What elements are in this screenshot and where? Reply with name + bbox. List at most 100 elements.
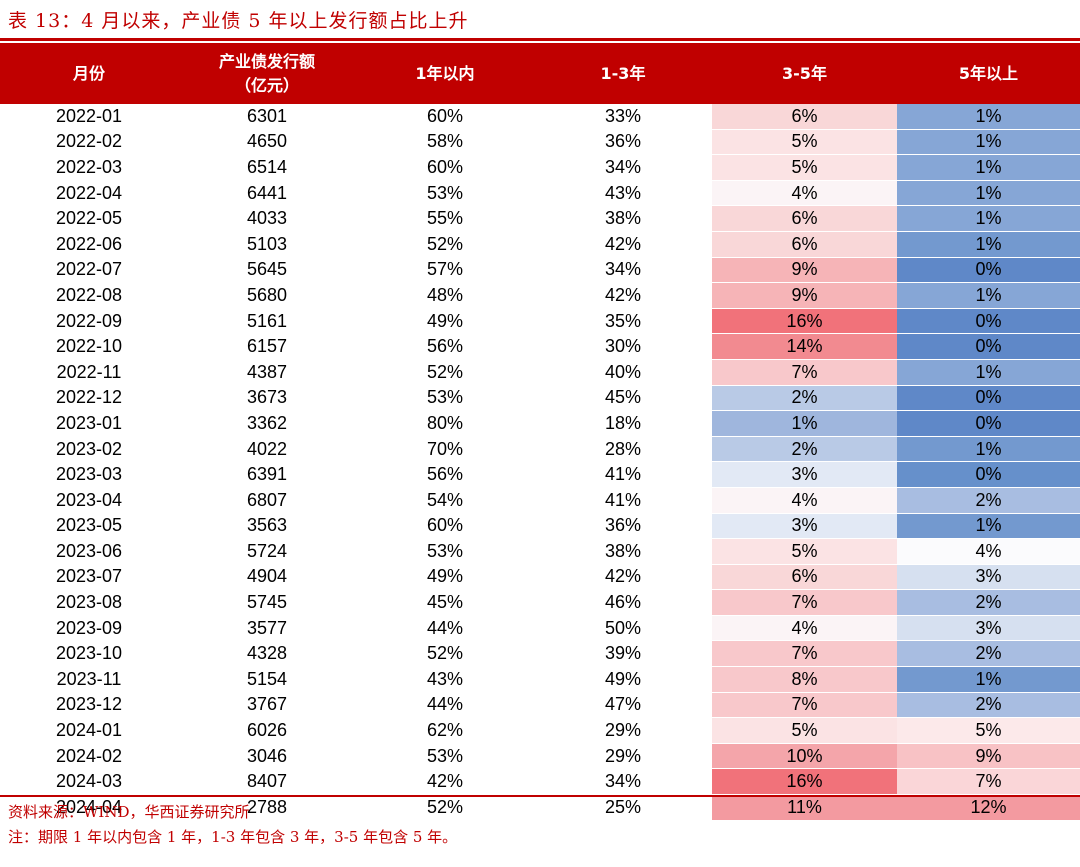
3-5y-cell: 7% (712, 692, 897, 719)
table-row: 2023-04 6807 54% 41% 4% 2% (0, 487, 1080, 514)
issuance-cell: 3563 (178, 513, 356, 540)
within-1y-cell: 54% (356, 487, 534, 514)
3-5y-cell: 7% (712, 359, 897, 386)
1-3y-cell: 40% (534, 359, 712, 386)
3-5y-cell: 16% (712, 768, 897, 796)
1-3y-cell: 42% (534, 231, 712, 258)
3-5y-cell: 9% (712, 257, 897, 284)
over-5y-cell: 9% (897, 743, 1080, 770)
issuance-cell: 5645 (178, 257, 356, 284)
within-1y-cell: 44% (356, 692, 534, 719)
table-row: 2024-03 8407 42% 34% 16% 7% (0, 768, 1080, 796)
within-1y-cell: 56% (356, 461, 534, 488)
1-3y-cell: 38% (534, 205, 712, 232)
3-5y-cell: 9% (712, 282, 897, 309)
3-5y-cell: 2% (712, 385, 897, 412)
within-1y-cell: 60% (356, 154, 534, 181)
over-5y-cell: 0% (897, 385, 1080, 412)
1-3y-cell: 38% (534, 538, 712, 565)
1-3y-cell: 47% (534, 692, 712, 719)
issuance-cell: 4387 (178, 359, 356, 386)
issuance-cell: 3767 (178, 692, 356, 719)
over-5y-cell: 1% (897, 231, 1080, 258)
header-1-3y: 1-3年 (534, 43, 712, 104)
month-cell: 2023-02 (0, 436, 178, 463)
header-issuance: 产业债发行额 （亿元） (178, 43, 356, 104)
issuance-cell: 5745 (178, 589, 356, 616)
table-row: 2022-04 6441 53% 43% 4% 1% (0, 180, 1080, 207)
3-5y-cell: 4% (712, 615, 897, 642)
1-3y-cell: 34% (534, 154, 712, 181)
within-1y-cell: 60% (356, 104, 534, 130)
month-cell: 2024-04 (0, 794, 178, 821)
over-5y-cell: 2% (897, 692, 1080, 719)
header-3-5y: 3-5年 (712, 43, 897, 104)
month-cell: 2023-11 (0, 666, 178, 693)
issuance-cell: 4033 (178, 205, 356, 232)
3-5y-cell: 7% (712, 589, 897, 616)
over-5y-cell: 1% (897, 436, 1080, 463)
over-5y-cell: 7% (897, 768, 1080, 796)
month-cell: 2022-11 (0, 359, 178, 386)
over-5y-cell: 3% (897, 615, 1080, 642)
within-1y-cell: 53% (356, 180, 534, 207)
table-body: 2022-01 6301 60% 33% 6% 1% 2022-02 4650 58% 36% 5%… (0, 104, 1080, 821)
3-5y-cell: 6% (712, 104, 897, 130)
1-3y-cell: 42% (534, 564, 712, 591)
over-5y-cell: 1% (897, 513, 1080, 540)
table-row: 2023-03 6391 56% 41% 3% 0% (0, 461, 1080, 488)
month-cell: 2022-07 (0, 257, 178, 284)
header-month: 月份 (0, 43, 178, 104)
issuance-cell: 8407 (178, 768, 356, 796)
issuance-cell: 5680 (178, 282, 356, 309)
table-row: 2022-06 5103 52% 42% 6% 1% (0, 231, 1080, 258)
issuance-cell: 3362 (178, 410, 356, 437)
within-1y-cell: 53% (356, 538, 534, 565)
issuance-cell: 5154 (178, 666, 356, 693)
month-cell: 2022-02 (0, 129, 178, 156)
over-5y-cell: 2% (897, 487, 1080, 514)
table-row: 2022-08 5680 48% 42% 9% 1% (0, 282, 1080, 309)
issuance-cell: 3673 (178, 385, 356, 412)
table-row: 2024-01 6026 62% 29% 5% 5% (0, 717, 1080, 744)
3-5y-cell: 6% (712, 564, 897, 591)
issuance-cell: 5103 (178, 231, 356, 258)
month-cell: 2022-09 (0, 308, 178, 335)
table-row: 2023-09 3577 44% 50% 4% 3% (0, 615, 1080, 642)
3-5y-cell: 3% (712, 461, 897, 488)
3-5y-cell: 4% (712, 487, 897, 514)
month-cell: 2022-04 (0, 180, 178, 207)
within-1y-cell: 44% (356, 615, 534, 642)
month-cell: 2023-06 (0, 538, 178, 565)
issuance-cell: 6301 (178, 104, 356, 130)
table-row: 2022-10 6157 56% 30% 14% 0% (0, 333, 1080, 360)
1-3y-cell: 42% (534, 282, 712, 309)
issuance-cell: 5161 (178, 308, 356, 335)
month-cell: 2024-02 (0, 743, 178, 770)
1-3y-cell: 36% (534, 129, 712, 156)
top-rule (0, 38, 1080, 41)
within-1y-cell: 52% (356, 359, 534, 386)
3-5y-cell: 14% (712, 333, 897, 360)
bond-issuance-table: 月份 产业债发行额 （亿元） 1年以内 1-3年 3-5年 5年以上 2022-… (0, 43, 1080, 821)
issuance-cell: 5724 (178, 538, 356, 565)
1-3y-cell: 45% (534, 385, 712, 412)
over-5y-cell: 1% (897, 205, 1080, 232)
3-5y-cell: 4% (712, 180, 897, 207)
header-within-1y: 1年以内 (356, 43, 534, 104)
within-1y-cell: 57% (356, 257, 534, 284)
month-cell: 2022-05 (0, 205, 178, 232)
within-1y-cell: 55% (356, 205, 534, 232)
within-1y-cell: 49% (356, 308, 534, 335)
1-3y-cell: 46% (534, 589, 712, 616)
issuance-cell: 2788 (178, 794, 356, 821)
month-cell: 2024-03 (0, 768, 178, 796)
over-5y-cell: 5% (897, 717, 1080, 744)
over-5y-cell: 0% (897, 410, 1080, 437)
table-row: 2022-07 5645 57% 34% 9% 0% (0, 257, 1080, 284)
over-5y-cell: 1% (897, 666, 1080, 693)
1-3y-cell: 34% (534, 768, 712, 796)
month-cell: 2022-06 (0, 231, 178, 258)
header-over-5y: 5年以上 (897, 43, 1080, 104)
table-row: 2024-04 2788 52% 25% 11% 12% (0, 794, 1080, 821)
